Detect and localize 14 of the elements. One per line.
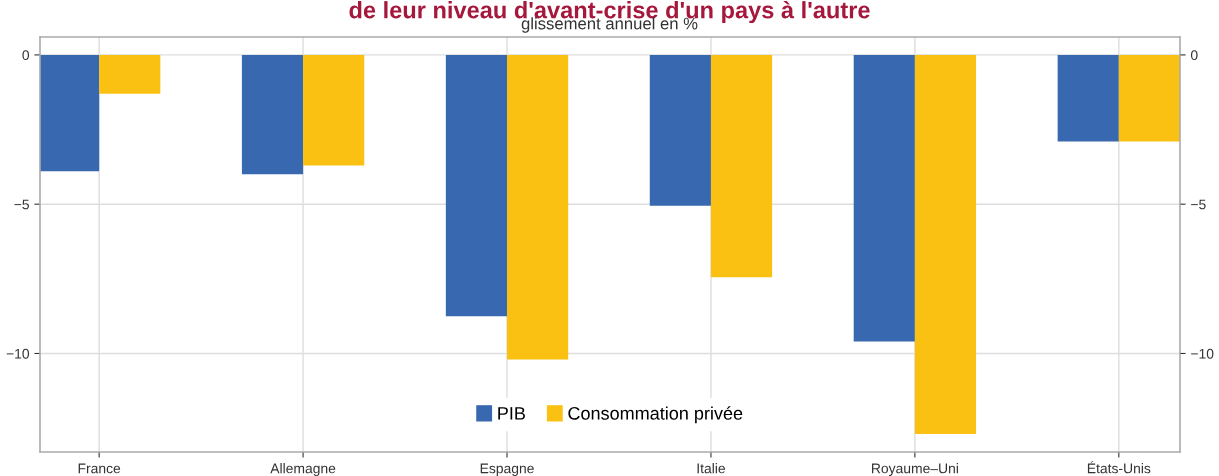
- y-tick-label: 0: [22, 50, 30, 61]
- x-tick-label: États-Unis: [1087, 461, 1151, 474]
- x-tick-label: Espagne: [480, 463, 534, 476]
- y-tick-label: −5: [14, 199, 29, 210]
- x-tick-label: Italie: [697, 463, 725, 474]
- legend-label: Consommation privée: [568, 406, 743, 424]
- y2-tick-label: −5: [1191, 199, 1206, 210]
- x-tick-label: France: [78, 463, 121, 474]
- legend-label: PIB: [498, 407, 525, 420]
- x-tick-label: Royaume–Uni: [872, 463, 958, 476]
- x-tick-label: Allemagne: [270, 463, 336, 476]
- y2-tick-label: 0: [1190, 50, 1198, 61]
- y-tick-label: −10: [6, 348, 30, 359]
- y2-tick-label: −10: [1191, 348, 1214, 359]
